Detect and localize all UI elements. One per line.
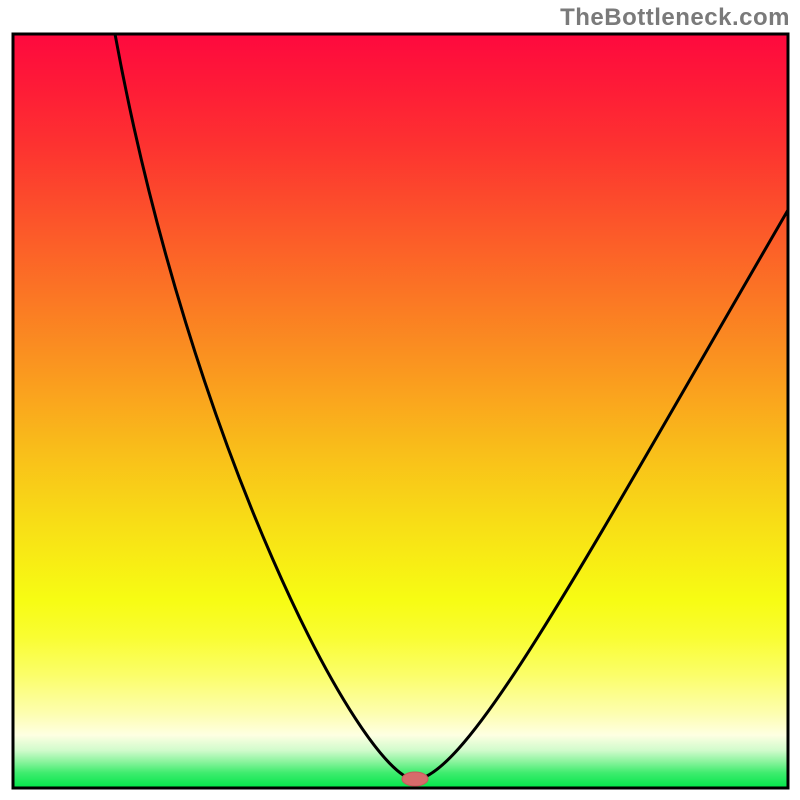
chart-svg — [0, 0, 800, 800]
chart-container: TheBottleneck.com — [0, 0, 800, 800]
dip-marker — [402, 772, 428, 786]
watermark-text: TheBottleneck.com — [560, 4, 790, 32]
